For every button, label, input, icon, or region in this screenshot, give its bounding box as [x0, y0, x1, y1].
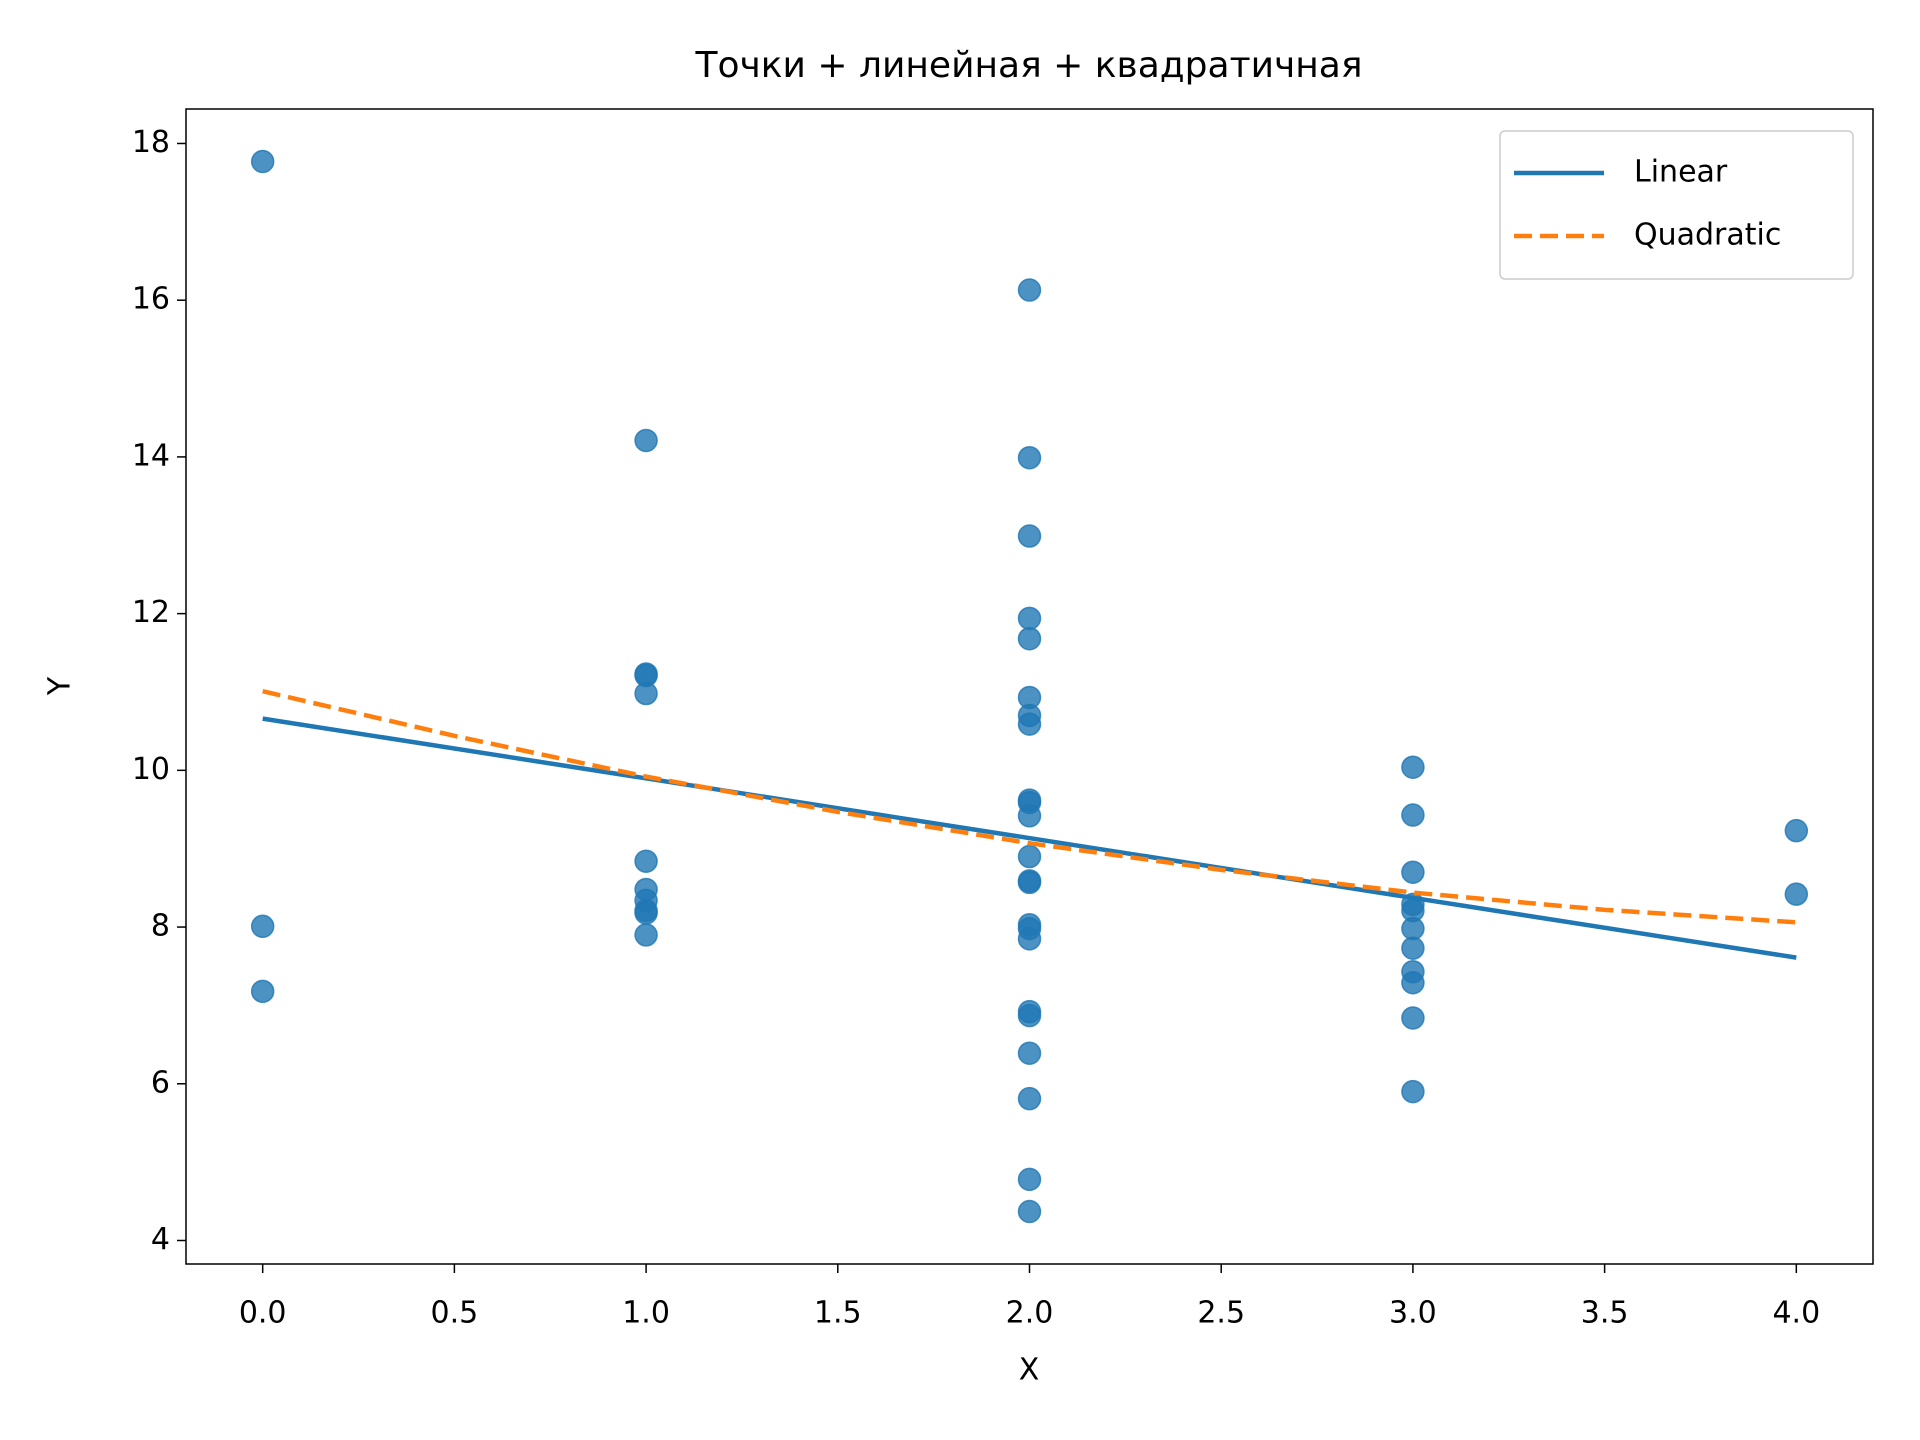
- scatter-point: [1401, 970, 1425, 995]
- scatter-point: [1017, 606, 1042, 631]
- scatter-point: [1017, 626, 1042, 651]
- scatter-point: [1401, 803, 1425, 827]
- scatter-point: [1017, 1167, 1042, 1192]
- scatter-point: [1784, 882, 1809, 906]
- y-tick-label: 16: [132, 282, 170, 317]
- scatter-point: [1401, 1006, 1425, 1030]
- scatter-point: [1017, 1041, 1042, 1065]
- scatter-point: [1784, 818, 1809, 843]
- x-tick-label: 4.0: [1772, 1296, 1820, 1331]
- y-axis-label: Y: [43, 676, 78, 696]
- scatter-point: [1017, 844, 1042, 869]
- scatter-point: [1017, 870, 1042, 895]
- x-tick-label: 0.0: [239, 1296, 287, 1331]
- chart-title: Точки + линейная + квадратичная: [695, 45, 1363, 86]
- scatter-point: [1401, 1079, 1425, 1104]
- y-tick-label: 4: [151, 1222, 170, 1257]
- scatter-point: [1017, 804, 1042, 828]
- x-tick-label: 2.5: [1197, 1296, 1245, 1331]
- scatter-point: [634, 901, 658, 925]
- scatter-point: [634, 849, 658, 873]
- scatter-point: [1401, 916, 1425, 941]
- scatter-point: [250, 914, 275, 939]
- x-tick-label: 1.0: [622, 1296, 670, 1331]
- x-axis-label: X: [1019, 1353, 1040, 1388]
- plot-frame: [185, 108, 1874, 1265]
- scatter-point: [1401, 860, 1425, 884]
- y-tick-label: 18: [132, 125, 170, 160]
- y-tick-label: 8: [151, 909, 170, 944]
- scatter-point: [1017, 927, 1042, 951]
- scatter-point: [1017, 524, 1042, 548]
- scatter-point: [1017, 1199, 1042, 1224]
- scatter-point: [634, 428, 658, 453]
- x-tick-label: 3.5: [1581, 1296, 1629, 1331]
- scatter-point: [1017, 445, 1042, 470]
- y-tick-label: 14: [132, 438, 170, 473]
- y-tick-label: 6: [151, 1065, 170, 1100]
- x-tick-label: 1.5: [814, 1296, 862, 1331]
- legend-box: [1499, 130, 1854, 280]
- y-tick-label: 10: [132, 752, 170, 787]
- x-tick-label: 2.0: [1006, 1296, 1054, 1331]
- scatter-point: [1017, 1003, 1042, 1028]
- x-tick-label: 0.5: [431, 1296, 479, 1331]
- scatter-point: [1401, 936, 1425, 960]
- scatter-point: [634, 923, 658, 947]
- x-tick-label: 3.0: [1389, 1296, 1437, 1331]
- scatter-point: [1017, 1086, 1042, 1111]
- scatter-point: [634, 681, 658, 706]
- line-series: [262, 716, 1797, 960]
- scatter-point: [250, 149, 275, 174]
- legend-label: Quadratic: [1634, 218, 1781, 253]
- scatter-point: [250, 979, 275, 1004]
- scatter-point: [1017, 712, 1042, 736]
- line-series: [262, 689, 1797, 925]
- scatter-point: [1017, 278, 1042, 302]
- scatter-point: [1401, 755, 1425, 779]
- legend-label: Linear: [1634, 155, 1728, 190]
- y-tick-label: 12: [132, 595, 170, 630]
